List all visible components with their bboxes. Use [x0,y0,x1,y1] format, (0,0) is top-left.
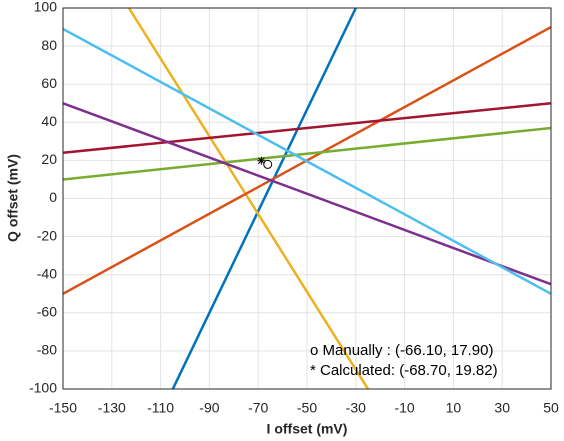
x-tick-label: 30 [494,400,510,416]
x-tick-label: -30 [346,400,366,416]
series-line [63,102,551,286]
y-tick-label: 100 [34,0,58,15]
x-tick-label: -90 [199,400,219,416]
y-tick-label: -100 [29,380,57,396]
y-tick-label: -40 [37,265,57,281]
annotation: o Manually : (-66.10, 17.90) [310,342,493,359]
y-axis-label: Q offset (mV) [5,154,21,242]
y-tick-label: 0 [49,189,57,205]
y-tick-label: -80 [37,342,57,358]
x-tick-label: -50 [297,400,317,416]
x-tick-label: -130 [98,400,126,416]
x-tick-label: -110 [147,400,174,416]
marker [257,156,266,165]
y-tick-label: 40 [41,113,57,129]
x-tick-label: -150 [49,400,77,416]
y-tick-label: -20 [37,227,57,243]
series-line [63,126,551,181]
series-line [63,27,551,295]
x-tick-label: 10 [446,400,462,416]
x-axis-label: I offset (mV) [267,421,348,437]
axes-box [62,7,552,390]
y-tick-label: 80 [41,37,57,53]
marker [263,159,273,169]
annotation: * Calculated: (-68.70, 19.82) [310,362,498,379]
y-tick-label: -60 [37,304,57,320]
x-tick-label: 50 [543,400,559,416]
series-line [171,8,357,389]
series-line [127,8,370,389]
y-tick-label: 20 [41,151,57,167]
x-tick-label: -10 [394,400,414,416]
x-tick-label: -70 [248,400,268,416]
y-tick-label: 60 [41,75,57,91]
series-line [63,102,551,155]
